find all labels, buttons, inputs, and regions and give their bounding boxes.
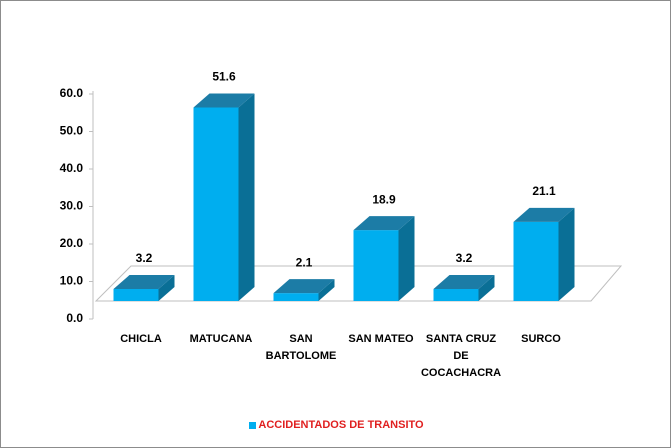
legend-label: ACCIDENTADOS DE TRANSITO <box>258 419 424 431</box>
x-tick-label: CHICLA <box>120 333 162 345</box>
bar-top <box>113 275 175 289</box>
x-tick-label: SURCO <box>521 333 561 345</box>
bar-side <box>558 207 575 301</box>
bar-top <box>193 93 255 108</box>
x-tick-label: SANTA CRUZ DE COCACHACRA <box>420 333 502 379</box>
data-label: 3.2 <box>456 251 473 265</box>
bar-top <box>273 279 335 294</box>
x-tick-label: SAN MATEO <box>348 333 414 345</box>
y-tick-label: 40.0 <box>60 161 84 175</box>
y-tick-label: 20.0 <box>60 236 84 250</box>
bar <box>193 107 239 301</box>
data-label: 2.1 <box>296 255 313 269</box>
legend-swatch <box>249 421 257 429</box>
data-label: 3.2 <box>136 251 153 265</box>
x-tick-label: SAN BARTOLOME <box>265 333 337 362</box>
bar-side <box>398 216 415 301</box>
bar-side <box>238 93 255 301</box>
y-tick-label: 30.0 <box>60 199 84 213</box>
legend: ACCIDENTADOS DE TRANSITO <box>1 419 670 431</box>
bar <box>433 289 479 301</box>
data-label: 18.9 <box>372 192 396 206</box>
bar <box>273 293 319 301</box>
data-label: 51.6 <box>212 70 236 84</box>
bar-top <box>353 216 415 231</box>
bar <box>513 221 559 301</box>
bar-side <box>158 275 175 301</box>
x-tick-label: MATUCANA <box>189 333 253 345</box>
bar-top <box>513 207 575 222</box>
bar <box>113 289 159 301</box>
y-tick-label: 0.0 <box>66 311 83 325</box>
data-label: 21.1 <box>532 184 556 198</box>
y-tick-label: 50.0 <box>60 124 84 138</box>
bar-side <box>318 279 335 301</box>
y-tick-label: 60.0 <box>60 86 84 100</box>
bar <box>353 230 399 301</box>
y-tick-label: 10.0 <box>60 274 84 288</box>
bar-top <box>433 275 495 289</box>
bar-side <box>478 275 495 301</box>
